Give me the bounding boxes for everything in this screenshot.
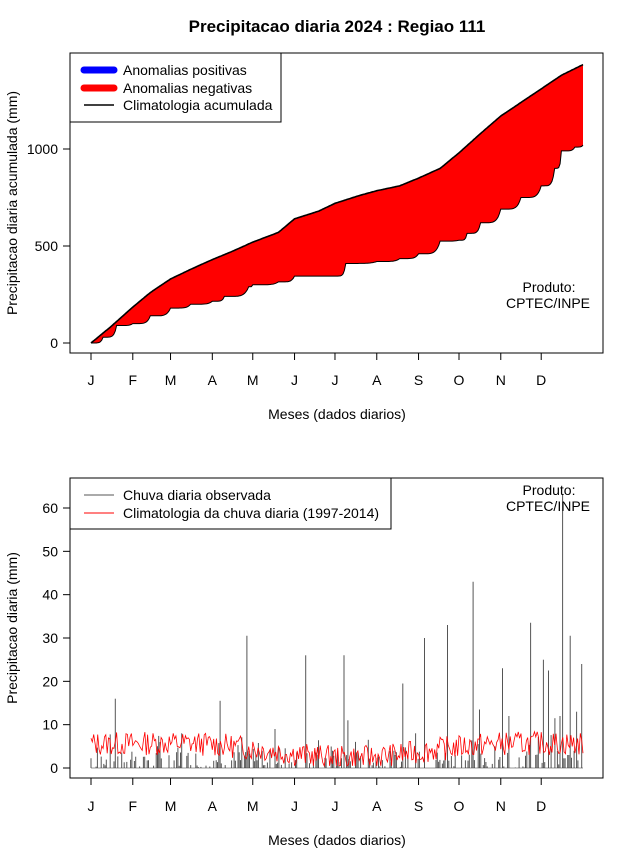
- bottom-credit-line-1: Produto:: [523, 482, 576, 498]
- bottom-x-tick-label: S: [414, 798, 423, 814]
- bottom-x-tick-label: A: [372, 798, 382, 814]
- top-credit-line-1: Produto:: [523, 279, 576, 295]
- bottom-y-tick-label: 10: [42, 717, 58, 733]
- bottom-x-axis-label: Meses (dados diarios): [268, 832, 406, 848]
- bottom-legend: Chuva diaria observada Climatologia da c…: [69, 477, 392, 530]
- bottom-credit-line-2: CPTEC/INPE: [506, 498, 590, 514]
- bottom-x-tick-label: J: [291, 798, 298, 814]
- legend-label-observed-daily: Chuva diaria observada: [123, 487, 271, 503]
- observed-cumulative-line: [91, 144, 584, 344]
- top-x-tick-label: F: [129, 372, 138, 388]
- top-x-axis-label: Meses (dados diarios): [268, 406, 406, 422]
- top-x-tick-label: S: [414, 372, 423, 388]
- legend-label-climatology: Climatologia acumulada: [123, 97, 273, 113]
- cumulative-panel: 0 500 1000 J F M A M J J A S O N D Meses (dados diari…: [4, 52, 604, 422]
- legend-label-positive: Anomalias positivas: [123, 62, 247, 78]
- bottom-x-tick-label: D: [536, 798, 546, 814]
- chart-title: Precipitacao diaria 2024 : Regiao 111: [189, 17, 486, 36]
- top-x-tick-label: J: [331, 372, 338, 388]
- top-x-tick-label: D: [536, 372, 546, 388]
- top-x-tick-label: A: [208, 372, 218, 388]
- top-y-tick-label: 500: [35, 238, 59, 254]
- observed-daily-bars: [90, 495, 583, 769]
- bottom-x-tick-label: A: [208, 798, 218, 814]
- climatology-cumulative-line: [90, 63, 584, 344]
- bottom-y-axis-label: Precipitacao diaria (mm): [4, 552, 20, 704]
- top-x-tick-label: O: [454, 372, 465, 388]
- top-y-tick-label: 1000: [27, 141, 58, 157]
- top-x-tick-label: N: [496, 372, 506, 388]
- top-x-tick-label: J: [88, 372, 95, 388]
- top-x-tick-label: A: [372, 372, 382, 388]
- top-y-tick-label: 0: [50, 335, 58, 351]
- top-x-tick-label: J: [291, 372, 298, 388]
- top-x-tick-label: M: [247, 372, 259, 388]
- legend-label-climatology-daily: Climatologia da chuva diaria (1997-2014): [123, 505, 379, 521]
- bottom-y-tick-label: 0: [50, 760, 58, 776]
- bottom-x-tick-label: M: [165, 798, 177, 814]
- bottom-legend-box: [69, 477, 392, 530]
- legend-label-negative: Anomalias negativas: [123, 80, 252, 96]
- negative-anomaly-area: [91, 64, 583, 343]
- top-y-axis: 0 500 1000: [27, 141, 71, 351]
- daily-panel: 0 10 20 30 40 50 60 J F M A M J J A S O N D Meses (dados …: [4, 477, 604, 848]
- bottom-y-tick-label: 60: [42, 500, 58, 516]
- climatology-daily-line: [90, 730, 584, 768]
- top-x-tick-label: M: [165, 372, 177, 388]
- bottom-y-tick-label: 50: [42, 543, 58, 559]
- bottom-y-tick-label: 20: [42, 673, 58, 689]
- bottom-x-tick-label: J: [331, 798, 338, 814]
- top-y-axis-label: Precipitacao diaria acumulada (mm): [4, 91, 20, 315]
- top-credit-line-2: CPTEC/INPE: [506, 295, 590, 311]
- bottom-x-tick-label: O: [454, 798, 465, 814]
- bottom-y-axis: 0 10 20 30 40 50 60: [42, 500, 71, 776]
- top-legend: Anomalias positivas Anomalias negativas …: [69, 52, 282, 123]
- bottom-x-tick-label: N: [496, 798, 506, 814]
- bottom-y-tick-label: 40: [42, 587, 58, 603]
- bottom-y-tick-label: 30: [42, 630, 58, 646]
- bottom-x-tick-label: M: [247, 798, 259, 814]
- bottom-x-tick-label: J: [88, 798, 95, 814]
- bottom-x-tick-label: F: [129, 798, 138, 814]
